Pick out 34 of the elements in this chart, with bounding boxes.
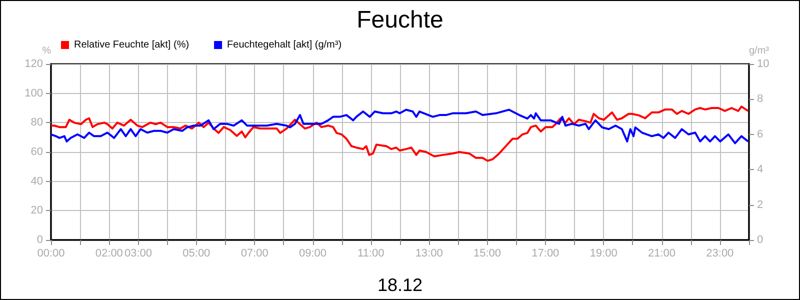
y-tick-label: 120 <box>24 58 43 70</box>
y2-tick-label: 8 <box>757 93 764 106</box>
x-tick-label: 17:00 <box>532 248 560 260</box>
x-tick-label: 21:00 <box>648 248 676 260</box>
x-tick-label: 07:00 <box>240 248 268 260</box>
x-tick-label: 15:00 <box>473 248 502 260</box>
y-tick-label: 60 <box>30 146 43 158</box>
x-tick-label: 19:00 <box>590 248 618 260</box>
y-tick-label: 0 <box>36 234 43 246</box>
x-tick-label: 05:00 <box>182 248 210 260</box>
y2-tick-label: 6 <box>757 128 764 140</box>
x-tick-label: 23:00 <box>706 248 734 260</box>
x-tick-label: 03:00 <box>124 248 152 260</box>
legend-label: Feuchtegehalt [akt] (g/m³) <box>227 40 342 50</box>
x-tick-label: 02:00 <box>95 248 123 260</box>
x-tick-label: 11:00 <box>358 248 384 260</box>
y2-tick-label: 0 <box>757 234 764 246</box>
y2-tick-label: 4 <box>757 164 764 176</box>
y2-tick-label: 10 <box>757 58 770 70</box>
y-tick-label: 80 <box>30 116 43 129</box>
y-tick-label: 100 <box>24 87 43 100</box>
x-axis-title: 18.12 <box>377 275 423 295</box>
x-tick-label: 09:00 <box>298 248 327 260</box>
y2-axis-title: g/m³ <box>749 46 770 56</box>
line-series <box>50 106 750 162</box>
x-tick-label: 00:00 <box>37 248 65 260</box>
line-series <box>50 108 750 144</box>
x-tick-label: 13:00 <box>415 248 443 260</box>
y-axis-title: % <box>42 46 52 56</box>
legend-label: Relative Feuchte [akt] (%) <box>74 40 190 50</box>
chart-title: Feuchte <box>356 6 444 34</box>
y-tick-label: 20 <box>30 204 43 217</box>
y2-tick-label: 2 <box>757 198 764 211</box>
y-tick-label: 40 <box>30 175 43 188</box>
